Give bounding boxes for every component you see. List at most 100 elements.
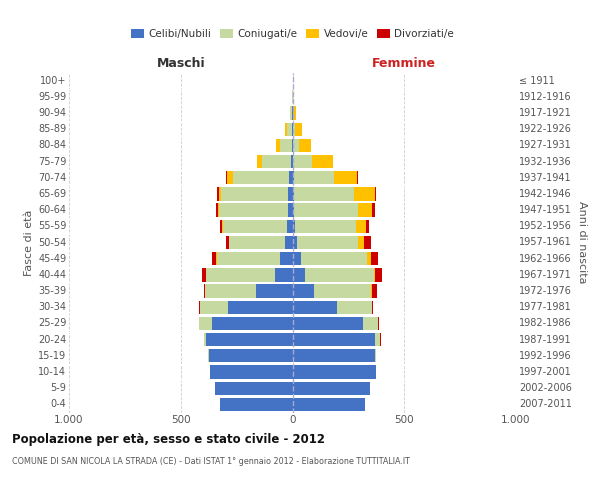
Bar bbox=[286, 122, 287, 136]
Bar bbox=[215, 382, 293, 395]
Bar bbox=[293, 284, 314, 298]
Bar bbox=[367, 252, 371, 266]
Y-axis label: Fasce di età: Fasce di età bbox=[23, 210, 34, 276]
Bar bbox=[374, 188, 376, 200]
Bar bbox=[293, 204, 294, 217]
Bar bbox=[218, 204, 220, 217]
Bar bbox=[293, 106, 296, 120]
Bar bbox=[219, 188, 221, 200]
Bar bbox=[202, 268, 206, 281]
Bar bbox=[227, 300, 293, 314]
Bar bbox=[364, 236, 371, 249]
Bar bbox=[312, 155, 333, 168]
Bar bbox=[289, 188, 293, 200]
Bar bbox=[375, 333, 380, 346]
Bar bbox=[293, 317, 363, 330]
Bar bbox=[227, 171, 233, 184]
Bar bbox=[287, 220, 293, 233]
Bar bbox=[301, 252, 367, 266]
Bar bbox=[293, 382, 370, 395]
Bar bbox=[289, 171, 293, 184]
Bar bbox=[293, 268, 305, 281]
Bar bbox=[372, 300, 373, 314]
Bar bbox=[293, 349, 375, 362]
Bar bbox=[365, 220, 369, 233]
Bar bbox=[222, 220, 223, 233]
Text: Femmine: Femmine bbox=[372, 57, 436, 70]
Bar bbox=[280, 138, 292, 152]
Bar bbox=[296, 236, 358, 249]
Bar bbox=[220, 220, 222, 233]
Bar bbox=[204, 333, 206, 346]
Bar bbox=[256, 284, 293, 298]
Bar bbox=[287, 204, 293, 217]
Bar bbox=[374, 268, 375, 281]
Bar bbox=[226, 236, 229, 249]
Bar bbox=[372, 204, 375, 217]
Bar bbox=[292, 138, 293, 152]
Y-axis label: Anni di nascita: Anni di nascita bbox=[577, 201, 587, 283]
Bar bbox=[314, 284, 371, 298]
Bar bbox=[210, 366, 293, 378]
Bar bbox=[212, 317, 293, 330]
Bar bbox=[204, 284, 205, 298]
Bar bbox=[226, 171, 227, 184]
Bar bbox=[199, 300, 200, 314]
Bar bbox=[287, 122, 292, 136]
Bar bbox=[294, 204, 358, 217]
Bar bbox=[295, 122, 302, 136]
Bar bbox=[293, 366, 376, 378]
Bar bbox=[212, 252, 215, 266]
Bar bbox=[293, 138, 299, 152]
Bar bbox=[199, 317, 212, 330]
Bar bbox=[293, 122, 295, 136]
Bar bbox=[293, 300, 337, 314]
Bar bbox=[229, 236, 286, 249]
Bar bbox=[220, 398, 293, 411]
Bar bbox=[293, 236, 296, 249]
Bar bbox=[295, 220, 356, 233]
Bar bbox=[292, 90, 293, 104]
Bar bbox=[375, 268, 382, 281]
Bar bbox=[215, 252, 217, 266]
Bar bbox=[286, 236, 293, 249]
Bar bbox=[356, 220, 365, 233]
Bar bbox=[217, 252, 280, 266]
Bar bbox=[220, 204, 287, 217]
Bar bbox=[262, 155, 291, 168]
Bar bbox=[293, 188, 354, 200]
Bar bbox=[299, 138, 311, 152]
Bar bbox=[209, 349, 293, 362]
Bar bbox=[293, 171, 334, 184]
Bar bbox=[371, 284, 372, 298]
Bar bbox=[233, 171, 289, 184]
Bar bbox=[206, 268, 275, 281]
Bar bbox=[257, 155, 262, 168]
Bar bbox=[293, 398, 365, 411]
Bar bbox=[223, 220, 287, 233]
Bar bbox=[363, 317, 378, 330]
Bar bbox=[291, 155, 293, 168]
Bar bbox=[275, 268, 293, 281]
Bar bbox=[334, 171, 358, 184]
Bar bbox=[358, 236, 364, 249]
Bar bbox=[293, 155, 312, 168]
Bar bbox=[337, 300, 372, 314]
Bar bbox=[293, 252, 301, 266]
Text: Popolazione per età, sesso e stato civile - 2012: Popolazione per età, sesso e stato civil… bbox=[12, 432, 325, 446]
Bar bbox=[216, 204, 218, 217]
Bar bbox=[358, 204, 372, 217]
Text: Maschi: Maschi bbox=[157, 57, 205, 70]
Text: COMUNE DI SAN NICOLA LA STRADA (CE) - Dati ISTAT 1° gennaio 2012 - Elaborazione : COMUNE DI SAN NICOLA LA STRADA (CE) - Da… bbox=[12, 458, 410, 466]
Bar bbox=[275, 138, 280, 152]
Bar bbox=[293, 220, 295, 233]
Bar bbox=[372, 284, 377, 298]
Bar bbox=[200, 300, 227, 314]
Bar bbox=[305, 268, 374, 281]
Legend: Celibi/Nubili, Coniugati/e, Vedovi/e, Divorziati/e: Celibi/Nubili, Coniugati/e, Vedovi/e, Di… bbox=[127, 25, 458, 44]
Bar bbox=[280, 252, 293, 266]
Bar bbox=[206, 333, 293, 346]
Bar bbox=[371, 252, 377, 266]
Bar bbox=[375, 349, 376, 362]
Bar bbox=[354, 188, 374, 200]
